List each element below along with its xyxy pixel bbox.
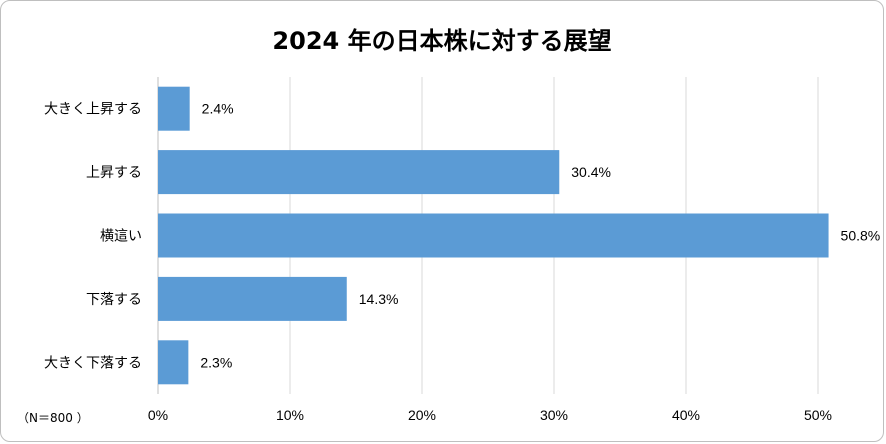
bar	[158, 86, 190, 131]
data-label: 2.3%	[200, 354, 232, 370]
data-label: 2.4%	[202, 101, 234, 117]
data-label: 14.3%	[359, 291, 399, 307]
bar	[158, 276, 347, 321]
x-tick-label: 50%	[804, 407, 832, 423]
sample-size-note: （N＝800 ）	[17, 411, 89, 425]
bar	[158, 150, 560, 195]
bar	[158, 213, 829, 258]
data-label: 30.4%	[571, 164, 611, 180]
x-tick-label: 0%	[148, 407, 168, 423]
x-tick-label: 40%	[672, 407, 700, 423]
x-tick-label: 30%	[540, 407, 568, 423]
chart-title: 2024 年の日本株に対する展望	[272, 27, 612, 55]
category-label: 下落する	[86, 292, 142, 308]
bar	[158, 340, 189, 385]
category-label: 横這い	[100, 229, 142, 245]
category-label: 上昇する	[86, 165, 142, 181]
x-tick-label: 20%	[408, 407, 436, 423]
x-tick-label: 10%	[276, 407, 304, 423]
data-label: 50.8%	[841, 228, 881, 244]
category-label: 大きく下落する	[44, 355, 142, 371]
category-label: 大きく上昇する	[44, 102, 142, 118]
